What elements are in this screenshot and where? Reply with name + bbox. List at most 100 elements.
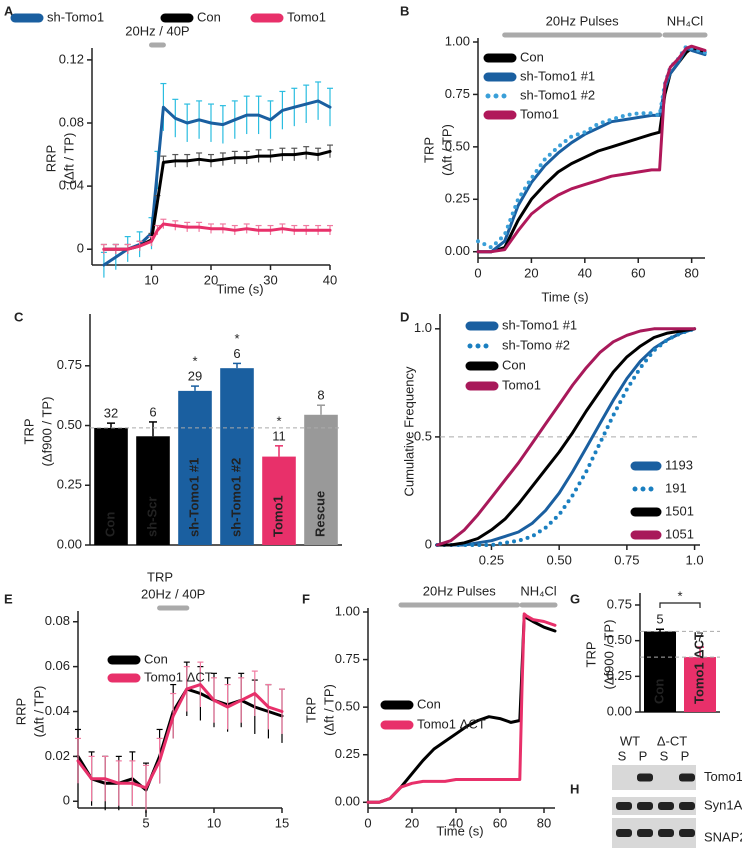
blot-band: [658, 829, 674, 837]
blot-band: [616, 829, 632, 837]
legend-label: sh-Tomo1: [47, 9, 104, 24]
series-line: [102, 99, 332, 267]
y-tick-label: 0.08: [45, 613, 70, 628]
legend-label: Con: [520, 49, 544, 64]
bar: [94, 427, 128, 545]
x-tick-label: 5: [142, 815, 149, 830]
x-tick-label: 40: [578, 265, 592, 280]
blot-band-label: Tomo1: [704, 769, 742, 784]
x-tick-label: 0.75: [614, 552, 639, 567]
x-tick-label: 10: [144, 272, 158, 287]
y-tick-label: 0.00: [57, 536, 82, 551]
x-tick-label: 20: [524, 265, 538, 280]
x-tick-label: 40: [323, 272, 337, 287]
series-line: [102, 149, 332, 251]
y-axis-label: (Δf900 / TP): [39, 397, 54, 467]
blot-band: [658, 802, 674, 810]
y-axis-label: RRP: [13, 698, 28, 725]
n-label: 32: [104, 406, 118, 421]
y-tick-label: 0.08: [59, 114, 84, 129]
x-axis-label: Time (s): [436, 823, 483, 838]
legend-label: Con: [502, 357, 526, 372]
y-tick-label: 0.25: [335, 746, 360, 761]
x-tick-label: 0.50: [547, 552, 572, 567]
bar-label: Tomo1: [270, 495, 285, 537]
y-tick-label: 0.50: [57, 417, 82, 432]
legend-label: Tomo1: [520, 106, 559, 121]
bar: [684, 657, 716, 712]
series-line: [102, 222, 332, 251]
y-tick-label: 0.00: [607, 703, 632, 718]
y-axis-label: (Δft / TP): [31, 686, 46, 738]
x-tick-label: 15: [275, 815, 289, 830]
annotation: 20Hz Pulses: [423, 583, 496, 598]
y-axis-label: TRP: [583, 642, 598, 668]
x-tick-label: 0.25: [479, 552, 504, 567]
n-label: 6: [233, 346, 240, 361]
blot-lane: P: [639, 748, 648, 763]
blot-band: [637, 829, 653, 837]
legend-count: 1193: [665, 457, 693, 472]
x-tick-label: 0: [474, 265, 481, 280]
panel-letter: F: [302, 591, 310, 606]
series-line: [435, 326, 697, 547]
y-tick-label: 0.75: [607, 596, 632, 611]
legend-label: sh-Tomo1 #1: [502, 317, 577, 332]
y-tick-label: 0.50: [607, 632, 632, 647]
x-axis-label: Time (s): [216, 281, 263, 296]
panel-letter: A: [4, 3, 14, 18]
significance: *: [192, 354, 197, 369]
series-line: [435, 327, 697, 547]
series-line: [435, 327, 697, 547]
annotation: NH₄Cl: [667, 13, 703, 28]
blot-band: [637, 802, 653, 810]
annotation: 20Hz Pulses: [546, 13, 619, 28]
panel-letter: D: [400, 309, 409, 324]
x-axis-label: Time (s): [541, 289, 588, 304]
legend-label: sh-Tomo1 #1: [520, 68, 595, 83]
y-tick-label: 0.04: [45, 703, 70, 718]
annotation: 20Hz / 40P: [125, 23, 189, 38]
y-tick-label: 0: [77, 241, 84, 256]
series-line: [476, 46, 707, 254]
y-tick-label: 0.75: [445, 86, 470, 101]
annotation: 20Hz / 40P: [141, 586, 205, 601]
y-axis-label: (Δft / TP): [321, 684, 336, 736]
panel-letter: C: [14, 309, 24, 324]
y-tick-label: 0.75: [57, 357, 82, 372]
panel-letter: H: [570, 781, 579, 796]
n-label: 8: [317, 388, 324, 403]
blot-band: [679, 773, 695, 782]
blot-band-label: SNAP25: [704, 829, 742, 844]
n-label: 5: [656, 612, 663, 627]
blot-lane: S: [618, 748, 627, 763]
y-tick-label: 0.25: [607, 668, 632, 683]
bar-label: sh-Scr: [144, 497, 159, 537]
y-tick-label: 0.5: [414, 428, 432, 443]
n-label: 11: [272, 428, 286, 443]
n-label: 29: [188, 369, 202, 384]
legend-label: Con: [197, 9, 221, 24]
blot-lane: P: [681, 748, 690, 763]
legend-label: sh-Tomo1 #2: [520, 87, 595, 102]
significance-bracket: [659, 602, 701, 608]
significance: *: [276, 413, 281, 428]
x-tick-label: 40: [449, 815, 463, 830]
bar-label: Rescue: [312, 491, 327, 537]
n-label: 7: [696, 630, 703, 645]
bar: [136, 436, 170, 545]
x-axis-label: TRP: [147, 569, 173, 584]
y-axis-label: TRP: [421, 137, 436, 163]
blot-lane: S: [660, 748, 669, 763]
legend-label: sh-Tomo #2: [502, 337, 570, 352]
bar-label: sh-Tomo1 #2: [228, 458, 243, 537]
x-tick-label: 30: [263, 272, 277, 287]
y-axis-label: RRP: [43, 145, 58, 172]
blot-strip: [612, 797, 696, 815]
series-line: [76, 683, 284, 790]
x-tick-label: 80: [684, 265, 698, 280]
x-tick-label: 60: [631, 265, 645, 280]
y-tick-label: 0: [425, 536, 432, 551]
x-tick-label: 1.0: [686, 552, 704, 567]
legend-label: Con: [417, 696, 441, 711]
